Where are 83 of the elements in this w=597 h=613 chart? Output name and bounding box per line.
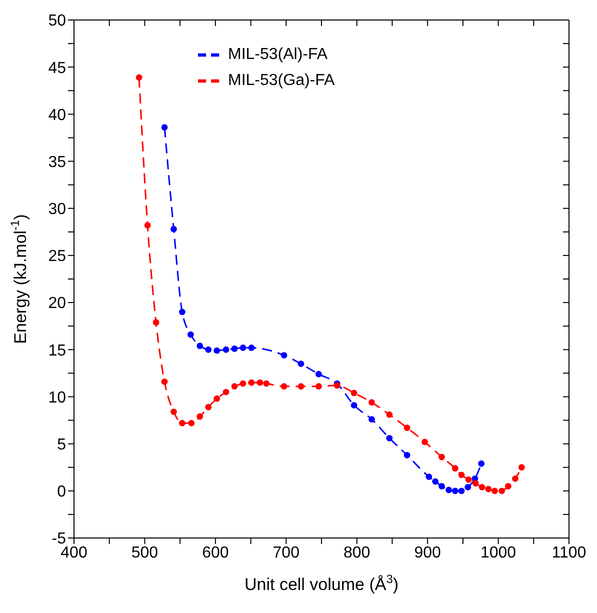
point [386, 411, 393, 418]
legend-label: MIL-53(Ga)-FA [228, 72, 335, 90]
point [432, 478, 439, 485]
point [240, 344, 246, 351]
y-tick-label: 30 [48, 201, 66, 218]
point [280, 383, 288, 390]
point [518, 464, 525, 471]
point [298, 360, 304, 367]
y-tick-label: 40 [48, 106, 66, 124]
point [438, 454, 445, 460]
point [422, 438, 428, 446]
point [368, 399, 375, 406]
point [386, 434, 393, 442]
x-tick-label: 1100 [552, 544, 586, 562]
point [187, 331, 194, 338]
point [161, 378, 168, 385]
point [178, 308, 186, 316]
point [465, 476, 472, 483]
point [512, 475, 518, 482]
point [315, 383, 322, 390]
y-tick-label: 45 [48, 60, 66, 77]
point [222, 388, 230, 396]
point [368, 416, 375, 423]
point [161, 124, 168, 131]
point [492, 488, 498, 494]
x-tick-label: 1000 [480, 544, 516, 562]
y-tick-label: 5 [57, 436, 66, 454]
point [315, 370, 322, 378]
point [205, 346, 212, 353]
y-tick-label: 20 [48, 295, 66, 312]
point [136, 74, 142, 81]
point [196, 342, 204, 350]
point [350, 402, 358, 408]
point [464, 484, 472, 490]
point [248, 344, 255, 351]
y-tick-label: 50 [48, 12, 66, 30]
point [214, 347, 220, 354]
point [248, 379, 255, 386]
point [452, 488, 458, 494]
point [446, 486, 452, 494]
x-tick-label: 500 [131, 544, 158, 562]
point [214, 395, 220, 402]
point [472, 480, 479, 487]
point [152, 319, 160, 326]
point [170, 408, 177, 415]
x-tick-label: 800 [344, 544, 370, 562]
x-tick-label: 900 [414, 544, 442, 562]
point [196, 413, 204, 420]
x-tick-label: 700 [272, 544, 300, 562]
point [438, 483, 445, 490]
point [188, 420, 195, 426]
point [231, 383, 238, 390]
x-tick-label: 600 [202, 544, 229, 562]
point [452, 465, 458, 472]
point [144, 222, 151, 229]
point [205, 404, 212, 410]
point [478, 484, 486, 490]
point [231, 345, 238, 352]
y-tick-label: 10 [48, 389, 66, 406]
point [478, 460, 485, 467]
x-axis-title: Unit cell volume (Å$^{3}$) [244, 572, 399, 594]
y-tick-label: 25 [48, 248, 66, 266]
point [222, 346, 230, 353]
y-tick-label: 35 [48, 154, 66, 171]
point [426, 474, 432, 480]
point [350, 390, 358, 396]
point [504, 483, 512, 490]
y-tick-label: 0 [57, 484, 66, 501]
point [280, 352, 288, 358]
point [404, 424, 410, 432]
point [498, 488, 506, 494]
y-tick-label: 15 [48, 342, 66, 360]
point [178, 420, 186, 426]
point [458, 488, 465, 494]
point [458, 472, 465, 478]
point [404, 452, 410, 458]
point [263, 380, 270, 387]
legend-label: MIL-53(Al)-FA [228, 46, 328, 64]
point [240, 380, 246, 387]
point [485, 486, 492, 492]
point [256, 379, 264, 386]
point [170, 226, 177, 232]
point [298, 383, 304, 390]
